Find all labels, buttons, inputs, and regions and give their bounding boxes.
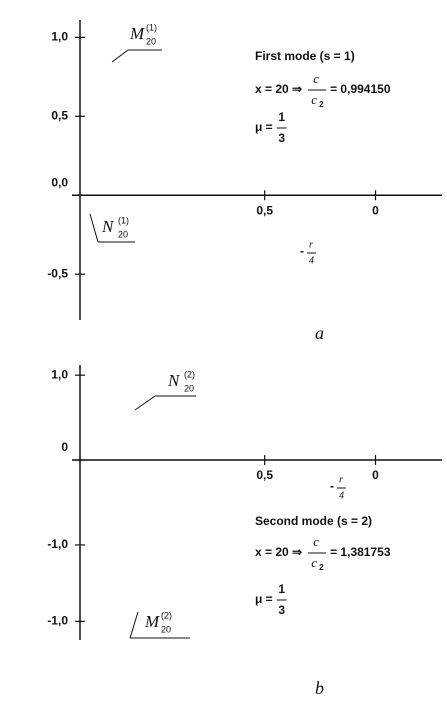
series-label: M: [144, 612, 160, 631]
ratio-den-sub: 2: [319, 563, 324, 572]
x-label-prefix: -: [330, 479, 334, 493]
x-label-den: 4: [309, 255, 314, 266]
series-label: N: [101, 217, 115, 236]
x-label-den: 4: [339, 490, 344, 501]
y-tick-label: 0: [61, 440, 68, 454]
series-superscript: (1): [146, 22, 157, 32]
panel-label: a: [315, 323, 324, 343]
mu-lhs: μ =: [255, 120, 273, 134]
leader-line: [129, 611, 139, 639]
y-tick-label: 0,0: [51, 175, 68, 189]
x-tick-label: 0: [372, 203, 379, 217]
series-subscript: 20: [118, 229, 128, 239]
series-subscript: 20: [161, 624, 171, 634]
mu-den: 3: [278, 603, 285, 617]
y-tick-label: -1,0: [47, 537, 68, 551]
x-label-prefix: -: [300, 244, 304, 258]
x-tick-label: 0,5: [256, 203, 273, 217]
leader-line: [111, 49, 129, 63]
series-subscript: 20: [184, 383, 194, 393]
leader-line: [134, 395, 156, 411]
ratio-lhs: x = 20 ⇒: [255, 82, 302, 96]
series-superscript: (1): [118, 215, 129, 225]
x-label-num: r: [339, 474, 343, 485]
series-label: N: [167, 371, 181, 390]
y-tick-label: 1,0: [51, 30, 68, 44]
series-superscript: (2): [184, 369, 195, 379]
mu-den: 3: [278, 131, 285, 145]
ratio-rhs: = 0,994150: [330, 82, 391, 96]
mu-lhs: μ =: [255, 592, 273, 606]
x-tick-label: 0: [372, 468, 379, 482]
mode-label: Second mode (s = 2): [255, 514, 372, 528]
mu-num: 1: [278, 110, 285, 124]
leader-line: [89, 213, 99, 243]
ratio-num: c: [313, 71, 319, 86]
ratio-den: c: [311, 92, 317, 107]
series-subscript: 20: [146, 36, 156, 46]
panel-label: b: [315, 678, 324, 698]
x-tick-label: 0,5: [256, 468, 273, 482]
y-tick-label: -0,5: [47, 266, 68, 280]
ratio-rhs: = 1,381753: [330, 545, 391, 559]
mode-label: First mode (s = 1): [255, 49, 355, 63]
ratio-den: c: [311, 555, 317, 570]
ratio-num: c: [313, 534, 319, 549]
series-superscript: (2): [161, 610, 172, 620]
ratio-lhs: x = 20 ⇒: [255, 545, 302, 559]
y-tick-label: 0,5: [51, 108, 68, 122]
ratio-den-sub: 2: [319, 100, 324, 109]
y-tick-label: -1,0: [47, 613, 68, 627]
mu-num: 1: [278, 582, 285, 596]
x-label-num: r: [309, 239, 313, 250]
series-label: M: [129, 24, 145, 43]
y-tick-label: 1,0: [51, 367, 68, 381]
